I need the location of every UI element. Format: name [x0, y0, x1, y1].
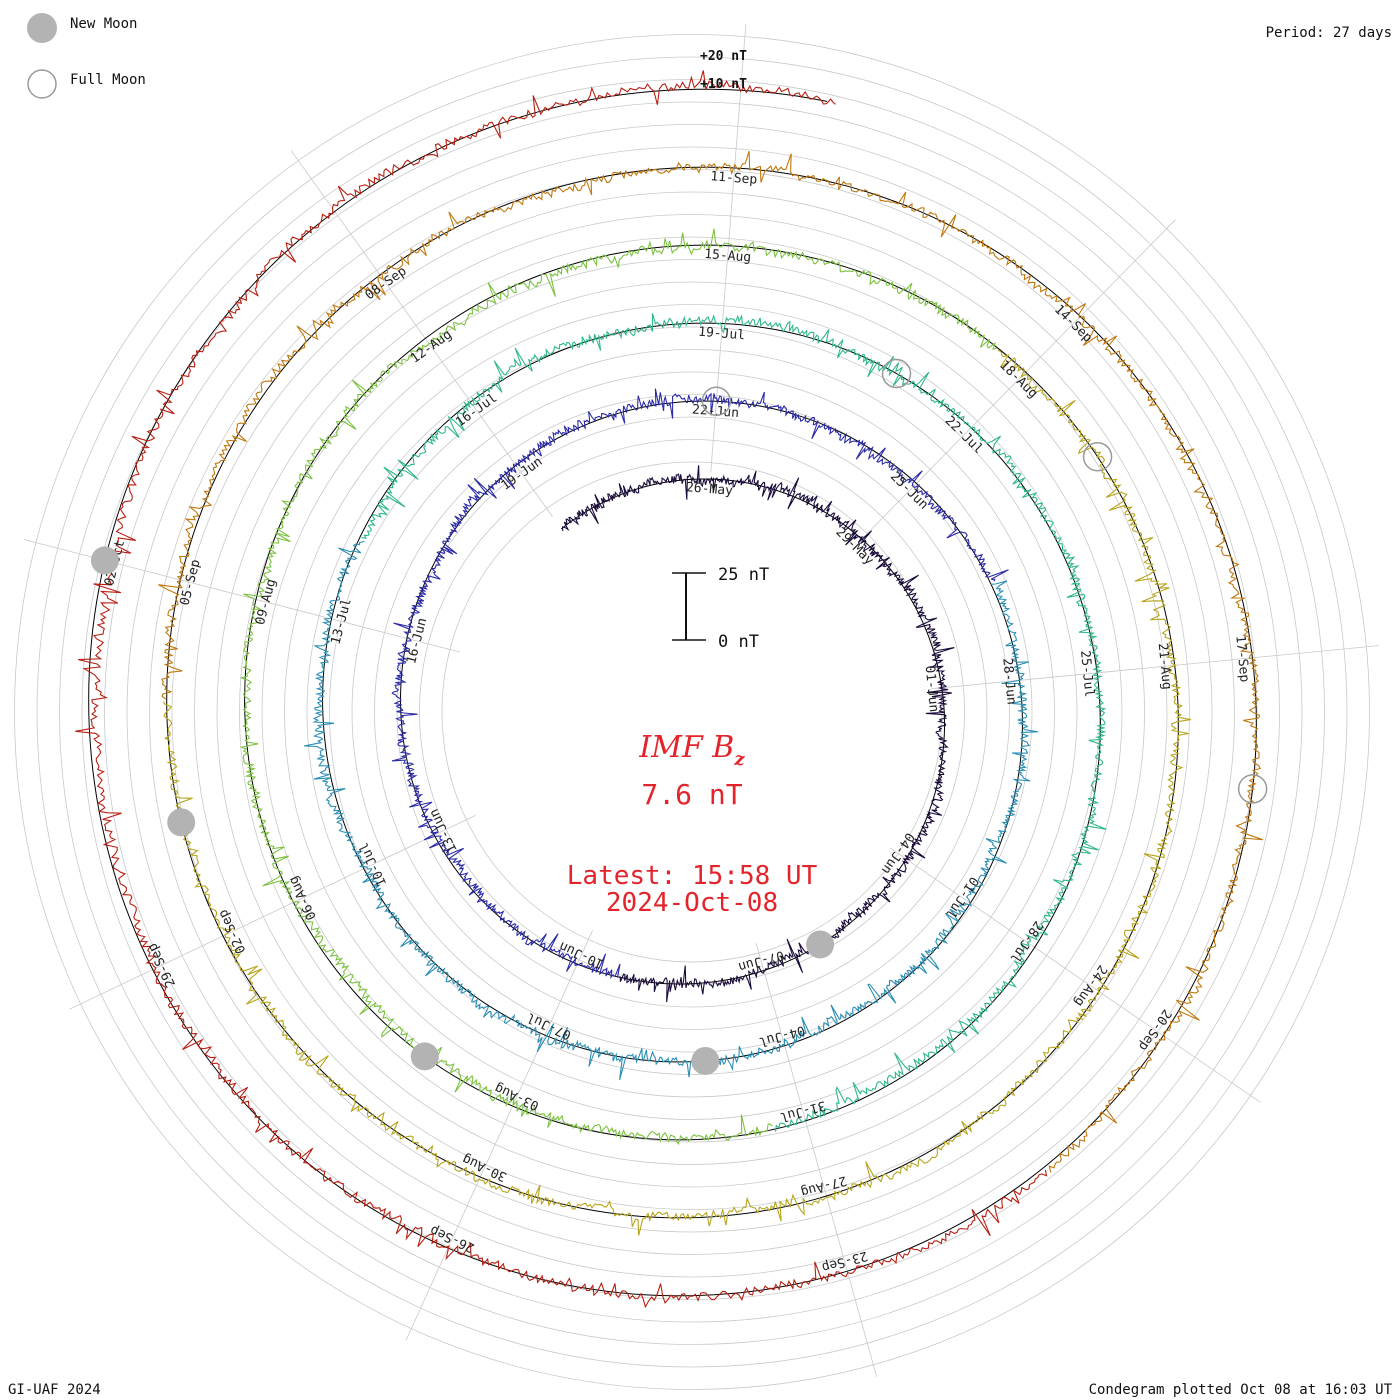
date-label: 05-Sep [177, 558, 203, 607]
imf-trace [304, 540, 1039, 1080]
center-value: 7.6 nT [641, 778, 742, 811]
full-moon-icon [27, 69, 57, 99]
imf-trace [158, 151, 1263, 1173]
center-title-sub: z [733, 749, 745, 770]
date-label: 19-Jul [698, 325, 746, 344]
date-label: 20-Sep [1135, 1006, 1174, 1053]
grid-ring [284, 304, 1100, 1120]
condegram-date-labels: 26-May29-May01-Jun04-Jun07-Jun10-Jun13-J… [102, 169, 1252, 1274]
latest-time: Latest: 15:58 UT [567, 861, 818, 891]
imf-trace [162, 349, 1191, 1236]
imf-trace [239, 228, 997, 1146]
date-label: 25-Jul [1077, 650, 1096, 698]
grid-ring [126, 146, 1258, 1278]
date-label: 31-Jul [778, 1097, 827, 1124]
scale-top-label: 25 nT [718, 565, 769, 585]
grid-radial [23, 539, 460, 653]
scale-bottom-label: 0 nT [718, 632, 759, 652]
grid-ring [59, 79, 1325, 1345]
imf-trace [561, 465, 955, 1003]
grid-ring [171, 191, 1213, 1233]
grid-ring [396, 416, 988, 1008]
new-moon-marker [806, 930, 835, 959]
reference-plus10-label: +10 nT [700, 77, 747, 92]
new-moon-marker [167, 808, 196, 837]
moon-markers [90, 358, 1268, 1075]
new-moon-icon [27, 13, 57, 43]
grid-ring [104, 124, 1280, 1300]
date-label: 27-Aug [799, 1172, 848, 1199]
grid-ring [374, 394, 1010, 1030]
grid-ring [194, 214, 1190, 1210]
reference-plus20-label: +20 nT [700, 49, 747, 64]
period-label: Period: 27 days [1266, 25, 1392, 41]
grid-ring [149, 169, 1235, 1255]
credit-label: GI-UAF 2024 [8, 1382, 101, 1398]
date-label: 09-Aug [253, 577, 279, 626]
date-label: 23-Sep [820, 1248, 869, 1275]
new-moon-label: New Moon [70, 16, 137, 32]
new-moon-marker [691, 1046, 720, 1075]
grid-radial [69, 815, 476, 1010]
grid-radial [930, 645, 1379, 690]
grid-ring [261, 281, 1123, 1143]
condegram-traces [75, 70, 1263, 1309]
date-label: 01-Jun [922, 665, 941, 713]
date-label: 01-Jul [942, 874, 981, 921]
date-label: 04-Jul [757, 1022, 806, 1049]
grid-ring [14, 34, 1370, 1390]
date-label: 11-Sep [710, 169, 758, 188]
date-label: 26-May [685, 480, 733, 499]
date-label: 22-Jun [692, 402, 740, 421]
grid-radial [889, 847, 1262, 1103]
imf-trace [75, 70, 1048, 1309]
center-title-main: IMF B [638, 730, 734, 765]
grid-ring [81, 101, 1303, 1323]
grid-radial [405, 930, 593, 1341]
date-label: 15-Aug [704, 247, 752, 266]
grid-ring [329, 349, 1055, 1075]
grid-ring [351, 371, 1033, 1053]
grid-ring [36, 56, 1348, 1368]
grid-ring [306, 326, 1078, 1098]
full-moon-marker [881, 358, 912, 389]
grid-ring [239, 259, 1145, 1165]
full-moon-marker [1082, 441, 1113, 472]
plotted-label: Condegram plotted Oct 08 at 16:03 UT [1089, 1382, 1393, 1398]
imf-trace [361, 313, 1107, 1132]
grid-radial [290, 150, 553, 517]
center-title: IMF Bz [638, 730, 745, 770]
date-label: 07-Jun [736, 947, 785, 974]
grid-ring [216, 236, 1168, 1188]
imf-trace [391, 388, 1009, 980]
new-moon-marker [410, 1042, 439, 1071]
date-label: 28-Jun [999, 657, 1018, 705]
grid-radial [859, 219, 1176, 542]
grid-radial [755, 943, 878, 1377]
date-label: 17-Sep [1232, 635, 1251, 683]
date-label: 21-Aug [1155, 642, 1174, 690]
scale-bar: 25 nT 0 nT [672, 565, 769, 652]
full-moon-marker [701, 386, 732, 417]
full-moon-label: Full Moon [70, 72, 146, 88]
new-moon-marker [90, 546, 119, 575]
condegram-grid [14, 24, 1379, 1390]
full-moon-marker [1237, 774, 1268, 804]
latest-date: 2024-Oct-08 [606, 888, 778, 918]
